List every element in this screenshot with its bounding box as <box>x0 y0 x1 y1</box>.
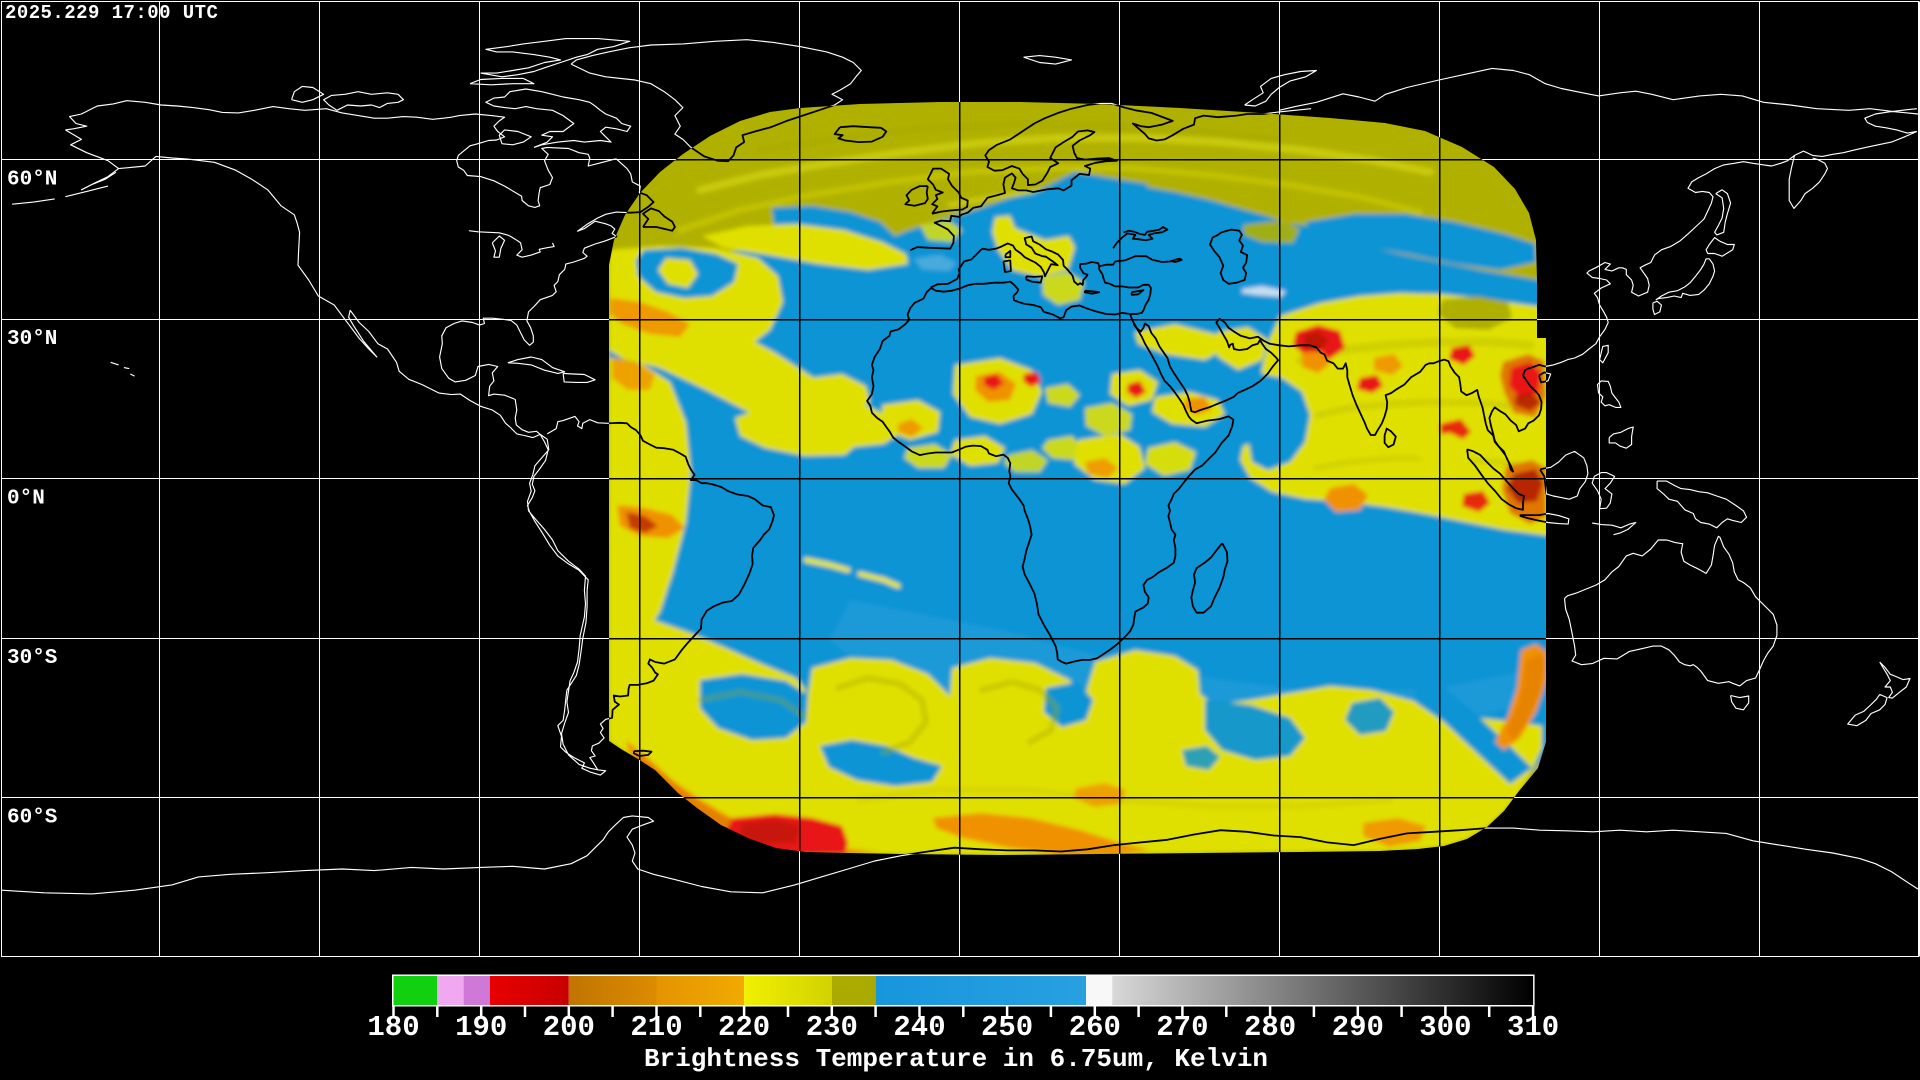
svg-text:270: 270 <box>1156 1011 1208 1044</box>
svg-text:220: 220 <box>718 1011 770 1044</box>
svg-text:250: 250 <box>981 1011 1033 1044</box>
svg-text:300: 300 <box>1419 1011 1471 1044</box>
svg-text:30°S: 30°S <box>7 647 57 670</box>
svg-text:Brightness Temperature in 6.75: Brightness Temperature in 6.75um, Kelvin <box>644 1044 1268 1074</box>
svg-text:190: 190 <box>455 1011 507 1044</box>
svg-text:60°S: 60°S <box>7 807 57 830</box>
svg-text:310: 310 <box>1507 1011 1559 1044</box>
svg-text:180: 180 <box>367 1011 419 1044</box>
svg-text:230: 230 <box>806 1011 858 1044</box>
svg-text:200: 200 <box>543 1011 595 1044</box>
svg-text:260: 260 <box>1069 1011 1121 1044</box>
svg-text:30°N: 30°N <box>7 328 57 351</box>
svg-text:210: 210 <box>630 1011 682 1044</box>
svg-text:60°N: 60°N <box>7 169 57 192</box>
svg-text:290: 290 <box>1332 1011 1384 1044</box>
svg-text:240: 240 <box>893 1011 945 1044</box>
svg-text:280: 280 <box>1244 1011 1296 1044</box>
svg-text:2025.229 17:00 UTC: 2025.229 17:00 UTC <box>5 2 218 24</box>
svg-text:0°N: 0°N <box>7 488 45 511</box>
